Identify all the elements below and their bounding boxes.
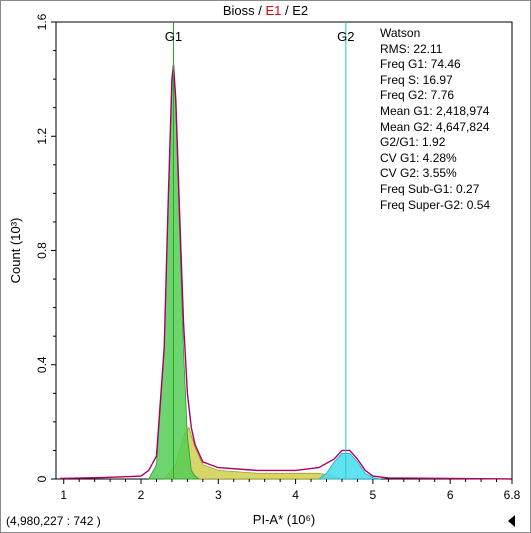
- statistics-panel: Watson RMS: 22.11 Freq G1: 74.46 Freq S: 16…: [380, 26, 490, 213]
- stats-line: Freq S: 16.97: [380, 72, 453, 87]
- plot-area: [55, 21, 513, 480]
- title-part-1: Bioss: [222, 3, 255, 18]
- title-sep-2: /: [281, 3, 293, 18]
- y-tick-label: 0: [35, 475, 49, 482]
- marker-label-g2: G2: [337, 29, 354, 44]
- x-axis-label: PI-A* (10⁶): [253, 512, 315, 527]
- stats-line: Freq Sub-G1: 0.27: [380, 181, 480, 196]
- y-tick-label: 0.4: [35, 356, 49, 373]
- stats-line: Freq G1: 74.46: [380, 57, 461, 72]
- chart-title: Bioss / E1 / E2: [0, 3, 531, 18]
- x-tick-label: 6: [447, 488, 454, 502]
- stats-model-name: Watson: [380, 26, 421, 40]
- y-axis-label: Count (10³): [8, 218, 23, 284]
- y-tick-label: 1.2: [35, 128, 49, 145]
- stats-line: Mean G1: 2,418,974: [380, 103, 490, 118]
- stats-line: RMS: 22.11: [380, 41, 443, 56]
- x-tick-label: 6.8: [504, 488, 521, 502]
- fit-line: [59, 64, 513, 480]
- x-tick-label: 5: [370, 488, 377, 502]
- y-tick-label: 1.6: [35, 13, 49, 30]
- title-part-3: E2: [292, 3, 309, 18]
- series-g2-area: [318, 452, 381, 480]
- stats-line: CV G1: 4.28%: [380, 150, 457, 165]
- title-sep-1: /: [254, 3, 266, 18]
- stats-line: G2/G1: 1.92: [380, 135, 446, 150]
- x-tick-label: 1: [60, 488, 67, 502]
- stats-line: Freq G2: 7.76: [380, 88, 455, 103]
- x-tick-label: 4: [292, 488, 299, 502]
- y-tick-label: 0.8: [35, 242, 49, 259]
- stats-line: Freq Super-G2: 0.54: [380, 197, 491, 212]
- cursor-readout: (4,980,227 : 742 ): [6, 514, 101, 528]
- scroll-left-icon[interactable]: [508, 515, 515, 527]
- x-tick-label: 3: [215, 488, 222, 502]
- stats-line: CV G2: 3.55%: [380, 166, 457, 181]
- stats-line: Mean G2: 4,647,824: [380, 119, 490, 134]
- marker-label-g1: G1: [165, 29, 182, 44]
- x-tick-label: 2: [138, 488, 145, 502]
- title-part-2: E1: [265, 3, 282, 18]
